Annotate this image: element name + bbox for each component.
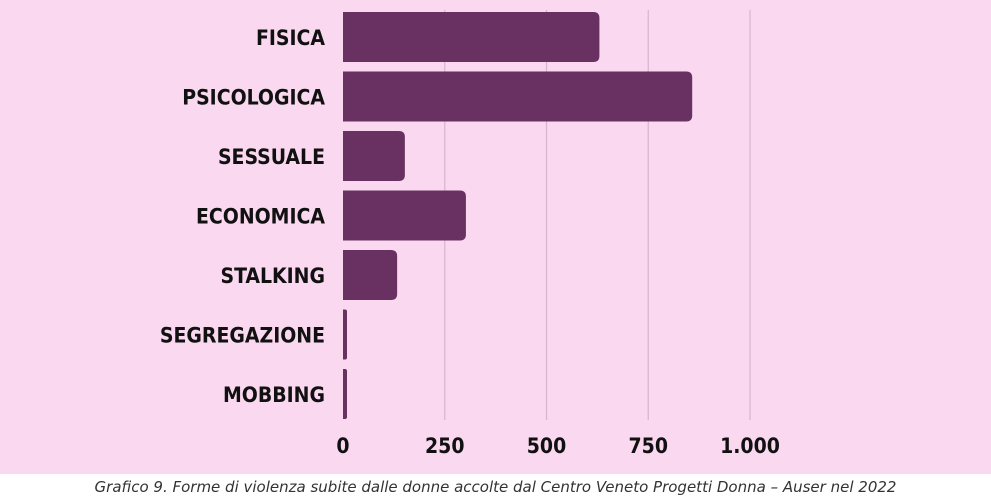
category-label-economica: ECONOMICA <box>196 205 325 229</box>
bar-stalking <box>343 250 398 300</box>
bar-mobbing <box>343 369 347 419</box>
x-tick-label-0: 0 <box>336 434 349 458</box>
bar-segregazione <box>343 309 347 360</box>
bar-economica <box>343 190 466 241</box>
category-labels: FISICA PSICOLOGICA SESSUALE ECONOMICA STALKI… <box>160 26 325 407</box>
bars <box>343 12 693 419</box>
category-label-stalking: STALKING <box>220 264 325 288</box>
x-tick-label-1: 250 <box>425 434 464 458</box>
bar-psicologica <box>343 71 693 122</box>
chart-caption: Grafico 9. Forme di violenza subite dall… <box>0 474 991 501</box>
bar-chart: FISICA PSICOLOGICA SESSUALE ECONOMICA STALKI… <box>160 10 780 458</box>
x-tick-label-4: 1.000 <box>720 434 780 458</box>
bar-fisica <box>343 12 600 62</box>
category-label-psicologica: PSICOLOGICA <box>182 86 325 110</box>
x-tick-label-3: 750 <box>629 434 668 458</box>
chart-panel: FISICA PSICOLOGICA SESSUALE ECONOMICA STALKI… <box>0 0 991 474</box>
category-label-segregazione: SEGREGAZIONE <box>160 324 325 348</box>
category-label-fisica: FISICA <box>256 26 325 50</box>
bar-sessuale <box>343 131 405 181</box>
x-tick-label-2: 500 <box>527 434 566 458</box>
category-label-sessuale: SESSUALE <box>218 145 325 169</box>
x-axis-ticks: 0 250 500 750 1.000 <box>336 434 779 458</box>
category-label-mobbing: MOBBING <box>223 383 325 407</box>
